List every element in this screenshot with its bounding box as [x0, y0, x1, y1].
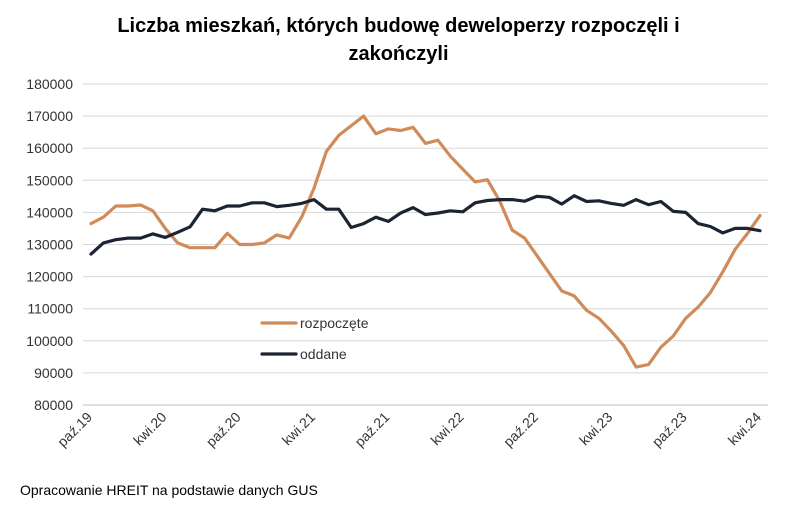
x-tick-label: paź.23 [649, 409, 690, 450]
source-note: Opracowanie HREIT na podstawie danych GU… [20, 482, 318, 498]
series-line-2 [89, 194, 762, 256]
series-line-1 [89, 114, 762, 369]
x-tick-label: paź.22 [500, 409, 541, 450]
y-tick-label: 150000 [26, 172, 73, 188]
x-tick-label: kwi.20 [130, 409, 170, 449]
y-tick-label: 160000 [26, 140, 73, 156]
y-tick-label: 120000 [26, 269, 73, 285]
legend-label: oddane [300, 346, 347, 362]
x-tick-label: kwi.23 [576, 409, 616, 449]
x-tick-label: kwi.22 [427, 409, 467, 449]
chart-title-line-2: zakończyli [348, 43, 449, 65]
series-lines [89, 114, 762, 369]
y-tick-label: 90000 [34, 365, 73, 381]
x-tick-label: paź.19 [54, 409, 95, 450]
x-tick-label: kwi.21 [279, 409, 319, 449]
y-tick-label: 80000 [34, 397, 73, 413]
y-tick-label: 130000 [26, 237, 73, 253]
y-tick-label: 170000 [26, 108, 73, 124]
grid-lines [83, 83, 768, 374]
y-tick-label: 180000 [26, 76, 73, 92]
y-tick-label: 100000 [26, 333, 73, 349]
x-tick-label: paź.20 [203, 409, 244, 450]
x-tick-label: kwi.24 [725, 409, 765, 449]
legend-label: rozpoczęte [300, 315, 369, 331]
y-tick-label: 110000 [27, 301, 73, 317]
legend: rozpoczęte oddane [260, 315, 369, 362]
x-tick-label: paź.21 [351, 409, 392, 450]
y-axis-tick-labels: 80000 90000 100000 110000 120000 130000 140000… [26, 76, 73, 413]
x-axis-tick-labels: paź.19 kwi.20 paź.20 kwi.21 paź.21 kwi.22 paź.… [54, 409, 764, 450]
chart-title: Liczba mieszkań, których budowę dewelope… [0, 12, 797, 68]
chart-title-line-1: Liczba mieszkań, których budowę dewelope… [117, 15, 680, 37]
y-tick-label: 140000 [26, 204, 73, 220]
